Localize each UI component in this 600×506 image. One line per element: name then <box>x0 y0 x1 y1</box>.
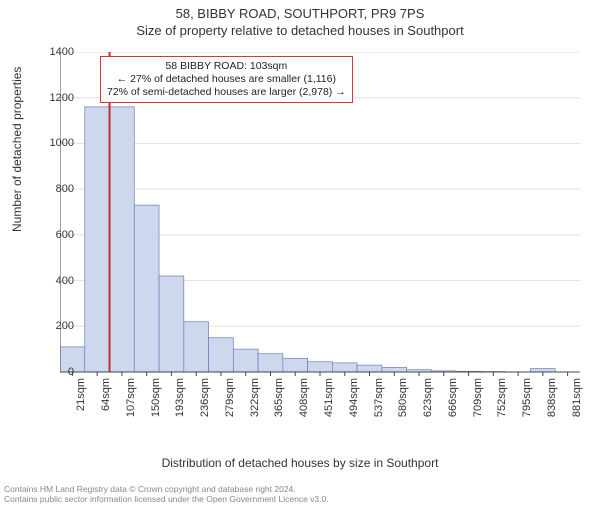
x-tick: 21sqm <box>75 378 87 428</box>
annotation-line1: 58 BIBBY ROAD: 103sqm <box>107 60 346 73</box>
x-tick: 322sqm <box>249 378 261 428</box>
x-tick: 795sqm <box>521 378 533 428</box>
footer: Contains HM Land Registry data © Crown c… <box>4 484 329 504</box>
x-tick: 451sqm <box>323 378 335 428</box>
y-tick: 200 <box>34 320 74 332</box>
x-tick: 580sqm <box>397 378 409 428</box>
y-tick: 1000 <box>34 137 74 149</box>
y-tick: 1200 <box>34 92 74 104</box>
x-tick: 666sqm <box>447 378 459 428</box>
annotation-line3: 72% of semi-detached houses are larger (… <box>107 86 346 99</box>
x-tick: 107sqm <box>125 378 137 428</box>
x-tick: 193sqm <box>174 378 186 428</box>
x-tick: 236sqm <box>199 378 211 428</box>
x-tick: 494sqm <box>348 378 360 428</box>
x-tick: 623sqm <box>422 378 434 428</box>
annotation-line2: ← 27% of detached houses are smaller (1,… <box>107 73 346 86</box>
x-axis-label: Distribution of detached houses by size … <box>0 456 600 470</box>
x-tick: 150sqm <box>150 378 162 428</box>
address-title: 58, BIBBY ROAD, SOUTHPORT, PR9 7PS <box>0 6 600 21</box>
histogram-plot <box>60 52 580 412</box>
x-tick: 64sqm <box>100 378 112 428</box>
footer-line1: Contains HM Land Registry data © Crown c… <box>4 484 329 494</box>
y-tick: 1400 <box>34 46 74 58</box>
y-tick: 0 <box>34 366 74 378</box>
chart-container: 58, BIBBY ROAD, SOUTHPORT, PR9 7PS Size … <box>0 6 600 506</box>
x-tick: 408sqm <box>298 378 310 428</box>
x-tick: 709sqm <box>472 378 484 428</box>
y-tick: 800 <box>34 183 74 195</box>
y-tick: 400 <box>34 275 74 287</box>
chart-area: 58 BIBBY ROAD: 103sqm ← 27% of detached … <box>60 52 580 412</box>
x-tick: 537sqm <box>373 378 385 428</box>
x-tick: 838sqm <box>546 378 558 428</box>
subtitle: Size of property relative to detached ho… <box>0 23 600 38</box>
x-tick: 279sqm <box>224 378 236 428</box>
y-axis-label: Number of detached properties <box>10 67 24 232</box>
annotation-box: 58 BIBBY ROAD: 103sqm ← 27% of detached … <box>100 56 353 103</box>
x-tick: 881sqm <box>571 378 583 428</box>
x-tick: 365sqm <box>273 378 285 428</box>
footer-line2: Contains public sector information licen… <box>4 494 329 504</box>
x-tick: 752sqm <box>496 378 508 428</box>
y-tick: 600 <box>34 229 74 241</box>
